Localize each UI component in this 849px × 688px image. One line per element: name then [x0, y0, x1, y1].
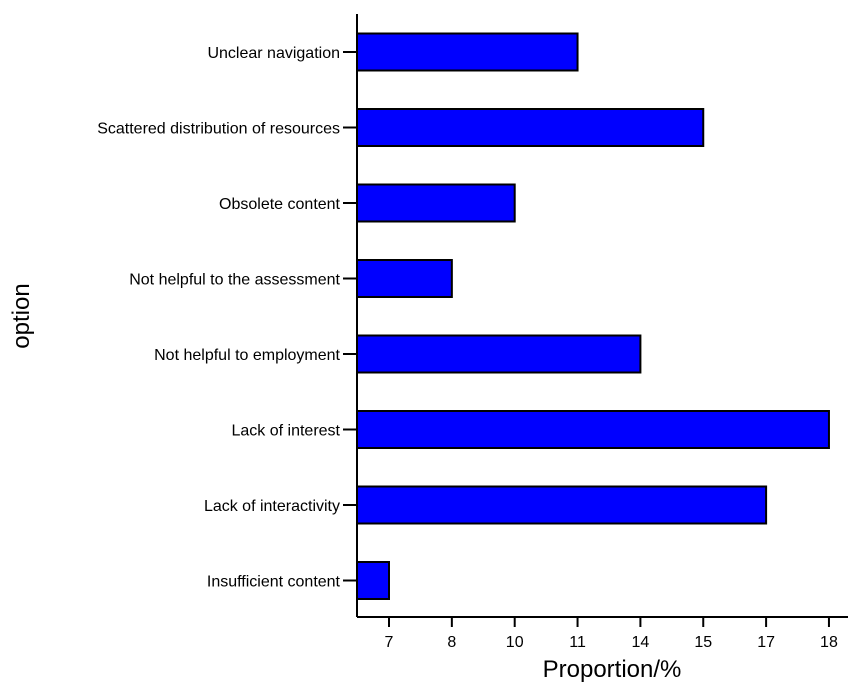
x-tick-label: 18 [820, 634, 838, 651]
bar [356, 561, 390, 600]
x-tick-label: 10 [506, 634, 524, 651]
y-tick-label: Unclear navigation [207, 45, 340, 62]
bar [356, 259, 453, 298]
x-tick-label: 7 [385, 634, 394, 651]
x-tick-label: 15 [694, 634, 712, 651]
bar [356, 108, 705, 147]
y-tick-label: Lack of interest [232, 423, 341, 440]
x-tick-label: 11 [569, 634, 586, 651]
tick-layer [343, 51, 830, 627]
bar [356, 32, 579, 72]
labels-layer: Unclear navigation Scattered distribution… [97, 45, 838, 651]
bar [356, 334, 642, 374]
x-axis-title: Proportion/% [543, 656, 682, 683]
y-tick-label: Obsolete content [219, 196, 341, 213]
y-tick-label: Insufficient content [207, 574, 341, 591]
y-tick-label: Not helpful to employment [154, 347, 340, 364]
x-tick-label: 14 [632, 634, 650, 651]
y-axis-title: option [8, 283, 35, 348]
x-tick-label: 8 [447, 634, 456, 651]
bars-layer [356, 32, 830, 600]
y-tick-label: Scattered distribution of resources [97, 121, 340, 138]
bar [356, 485, 768, 525]
y-tick-label: Not helpful to the assessment [129, 272, 340, 289]
x-tick-label: 17 [757, 634, 775, 651]
axes-layer [356, 14, 848, 618]
bar [356, 183, 516, 223]
y-tick-label: Lack of interactivity [204, 498, 340, 515]
bar [356, 410, 830, 449]
